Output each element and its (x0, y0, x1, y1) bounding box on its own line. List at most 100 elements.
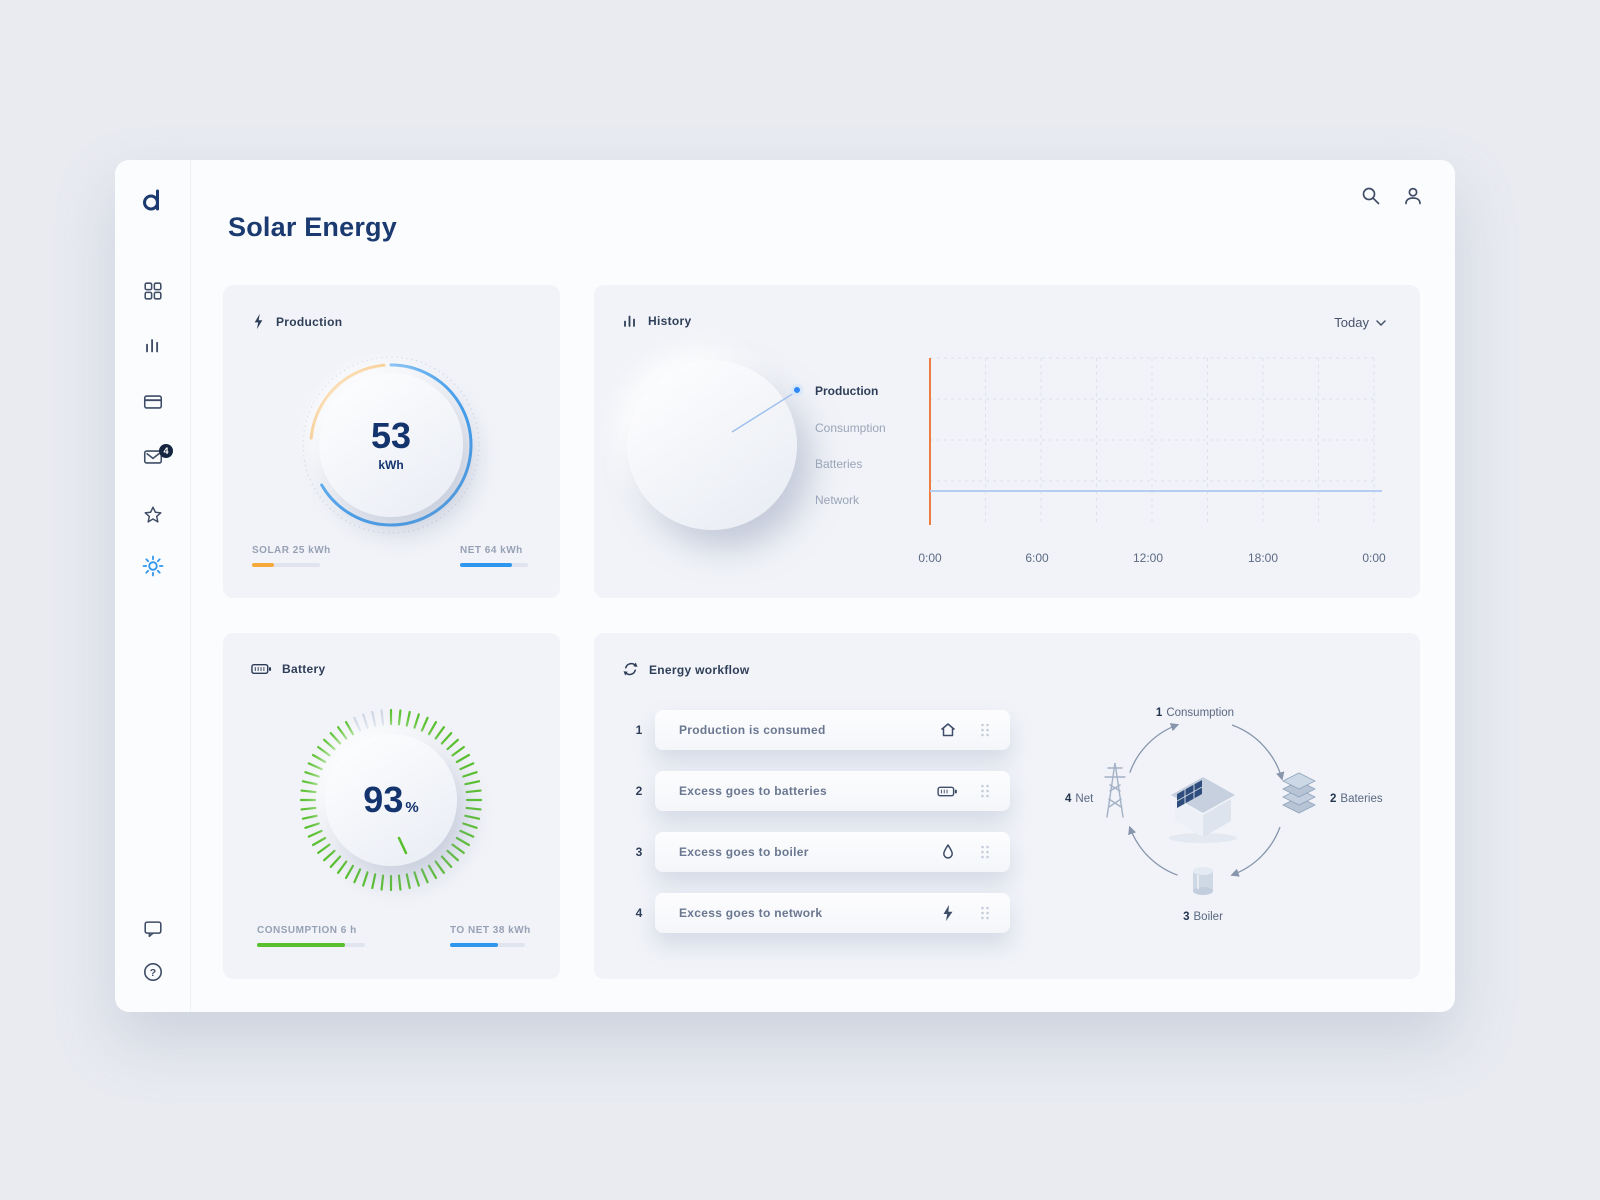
cycle-icon (623, 662, 638, 676)
sidebar-item-help[interactable]: ? (140, 959, 166, 985)
battery-icon (937, 786, 957, 797)
arrow-batteries-to-boiler (1230, 826, 1281, 877)
production-gauge-inner: 53 kWh (319, 373, 463, 517)
bolt-icon (254, 313, 263, 330)
solar-progress-bar (252, 563, 320, 567)
logo-d-icon (143, 189, 159, 211)
bar-chart-icon (146, 339, 159, 353)
to-net-progress-bar (450, 943, 525, 947)
workflow-card-header: Energy workflow (622, 661, 750, 678)
x-tick: 0:00 (1362, 551, 1386, 565)
battery-value: 93% (363, 779, 419, 820)
arrow-consumption-to-batteries (1231, 724, 1285, 781)
knob-pointer (731, 384, 803, 433)
step-text: Production is consumed (679, 723, 826, 737)
search-button[interactable] (1359, 184, 1383, 208)
legend-network[interactable]: Network (815, 493, 860, 507)
workflow-step-excess-network[interactable]: Excess goes to network (655, 893, 1010, 933)
range-value: Today (1334, 315, 1369, 330)
sidebar-item-feedback[interactable] (140, 916, 166, 942)
battery-card-header: Battery (251, 661, 325, 677)
legend-production[interactable]: Production (815, 384, 879, 398)
workflow-card-title: Energy workflow (649, 662, 750, 677)
diagram-label-net: 4 Net (1065, 793, 1094, 805)
home-icon (941, 723, 955, 737)
sidebar-item-stats[interactable] (140, 333, 166, 359)
solar-house-illustration (1169, 777, 1237, 843)
step-number: 4 (635, 906, 643, 920)
sidebar: 4 (115, 160, 191, 1012)
app-window: 4 (115, 160, 1455, 1012)
x-tick: 0:00 (918, 551, 942, 565)
energy-cycle-diagram (1104, 723, 1316, 895)
range-dropdown[interactable]: Today (1334, 315, 1386, 330)
chevron-down-icon (1376, 319, 1386, 326)
production-card: Production 53 kWh SOLAR 25 kWh NET 64 kW… (223, 285, 560, 598)
profile-button[interactable] (1401, 184, 1425, 208)
user-icon (1405, 187, 1421, 205)
drag-handle-icon[interactable] (980, 906, 990, 920)
solar-stat-label: SOLAR 25 kWh (252, 545, 331, 556)
arrow-boiler-to-net (1128, 825, 1178, 876)
history-card: History Today Production Consumption Bat… (594, 285, 1420, 598)
comment-icon (144, 921, 162, 938)
legend-batteries[interactable]: Batteries (815, 457, 863, 471)
step-number: 3 (635, 845, 643, 859)
app-logo (140, 187, 166, 213)
production-value: 53 (370, 415, 412, 456)
drag-handle-icon[interactable] (980, 845, 990, 859)
diagram-label-boiler: 3 Boiler (1183, 911, 1223, 923)
production-ring (302, 356, 480, 534)
droplet-icon (943, 844, 953, 859)
history-card-title: History (648, 314, 692, 328)
sun-icon (142, 555, 164, 577)
drag-handle-icon[interactable] (980, 723, 990, 737)
net-stat-label: NET 64 kWh (460, 545, 523, 556)
drag-handle-icon[interactable] (980, 784, 990, 798)
legend-consumption[interactable]: Consumption (815, 421, 886, 435)
sidebar-item-favorites[interactable] (140, 502, 166, 528)
sidebar-item-solar-active[interactable] (140, 553, 166, 579)
history-card-header: History (622, 313, 691, 329)
boiler-illustration (1193, 867, 1213, 895)
battery-card-title: Battery (282, 662, 326, 676)
step-text: Excess goes to network (679, 906, 823, 920)
workflow-step-production-consumed[interactable]: Production is consumed (655, 710, 1010, 750)
mail-icon (143, 450, 163, 464)
x-tick: 18:00 (1247, 551, 1279, 565)
search-icon (1362, 187, 1380, 205)
sidebar-item-payments[interactable] (140, 389, 166, 415)
consumption-stat-label: CONSUMPTION 6 h (257, 925, 357, 936)
consumption-progress-bar (257, 943, 365, 947)
workflow-step-excess-boiler[interactable]: Excess goes to boiler (655, 832, 1010, 872)
star-icon (144, 506, 162, 523)
battery-card: Battery 93% CONSUMPTION 6 h TO NET 38 kW… (223, 633, 560, 979)
battery-icon (251, 663, 272, 675)
workflow-step-excess-batteries[interactable]: Excess goes to batteries (655, 771, 1010, 811)
step-number: 1 (635, 723, 643, 737)
production-card-title: Production (276, 314, 343, 329)
production-gauge: 53 kWh (296, 350, 486, 540)
sidebar-item-messages[interactable] (140, 444, 166, 470)
mail-badge: 4 (159, 444, 173, 458)
svg-text:?: ? (150, 967, 156, 979)
bolt-icon (943, 905, 953, 921)
production-unit: kWh (378, 458, 404, 472)
grid-icon (144, 282, 162, 300)
help-icon: ? (144, 963, 162, 981)
diagram-label-batteries: 2 Bateries (1330, 793, 1383, 805)
step-number: 2 (635, 784, 643, 798)
sidebar-item-dashboard[interactable] (140, 278, 166, 304)
page-title: Solar Energy (228, 212, 397, 242)
history-chart (929, 357, 1382, 525)
battery-gauge-inner: 93% (325, 734, 457, 866)
step-text: Excess goes to boiler (679, 845, 809, 859)
to-net-stat-label: TO NET 38 kWh (450, 925, 531, 936)
net-progress-bar (460, 563, 528, 567)
history-knob[interactable] (627, 360, 797, 530)
production-card-header: Production (251, 313, 342, 330)
credit-card-icon (143, 395, 163, 409)
batteries-stack-illustration (1282, 772, 1316, 814)
workflow-card: Energy workflow 1 Production is consumed… (594, 633, 1420, 979)
